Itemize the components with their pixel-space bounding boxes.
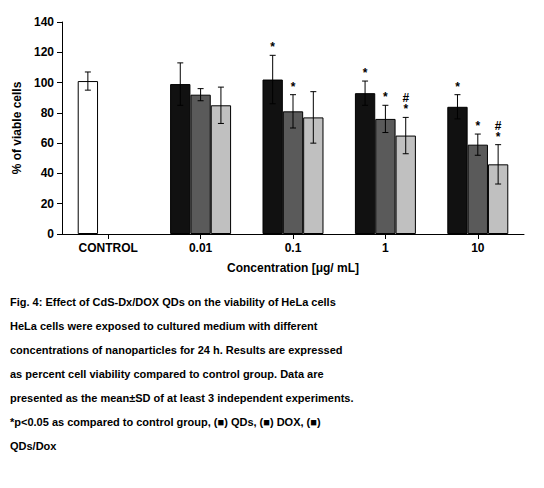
svg-text:0.1: 0.1 <box>285 241 302 255</box>
svg-text:0.01: 0.01 <box>189 241 213 255</box>
svg-text:*: * <box>475 119 480 133</box>
svg-text:*: * <box>270 40 275 54</box>
svg-text:Fig. 4: Effect of CdS-Dx/DOX Q: Fig. 4: Effect of CdS-Dx/DOX QDs on the … <box>10 296 336 308</box>
svg-text:10: 10 <box>471 241 485 255</box>
svg-text:#: # <box>402 91 409 105</box>
svg-text:40: 40 <box>41 166 55 180</box>
svg-text:QDs/Dox: QDs/Dox <box>10 440 57 452</box>
svg-text:*p<0.05 as compared to control: *p<0.05 as compared to control group, (■… <box>10 416 321 428</box>
svg-text:#: # <box>495 119 502 133</box>
svg-text:*: * <box>383 90 388 104</box>
svg-text:1: 1 <box>382 241 389 255</box>
svg-text:*: * <box>291 80 296 94</box>
svg-text:*: * <box>363 66 368 80</box>
svg-text:presented as the mean±SD of at: presented as the mean±SD of at least 3 i… <box>10 392 353 404</box>
svg-text:*: * <box>455 80 460 94</box>
svg-text:CONTROL: CONTROL <box>79 241 138 255</box>
svg-text:60: 60 <box>41 136 55 150</box>
svg-text:140: 140 <box>34 15 54 29</box>
svg-text:HeLa cells were exposed to cul: HeLa cells were exposed to cultured medi… <box>10 320 318 332</box>
svg-text:concentrations of nanoparticle: concentrations of nanoparticles for 24 h… <box>10 344 343 356</box>
svg-text:20: 20 <box>41 197 55 211</box>
svg-text:120: 120 <box>34 45 54 59</box>
svg-text:0: 0 <box>47 227 54 241</box>
svg-text:100: 100 <box>34 76 54 90</box>
svg-text:% of viable cells: % of viable cells <box>10 81 24 174</box>
svg-text:Concentration [μg/ mL]: Concentration [μg/ mL] <box>227 261 359 275</box>
svg-text:80: 80 <box>41 106 55 120</box>
svg-text:as percent cell viability comp: as percent cell viability compared to co… <box>10 368 324 380</box>
